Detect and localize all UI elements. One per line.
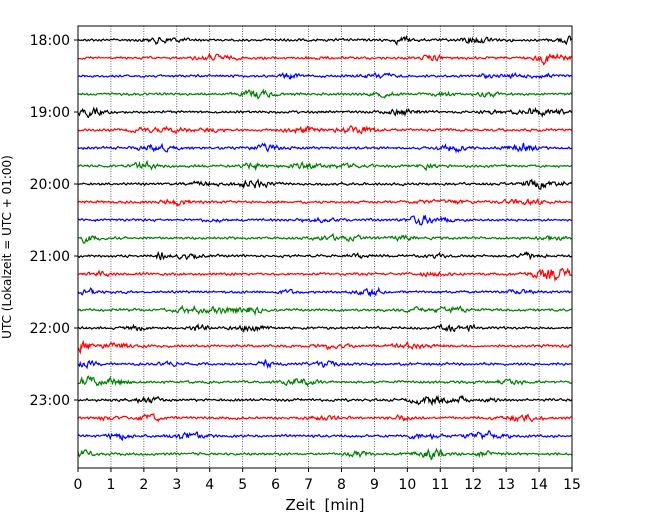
x-tick-label: 14 [530, 477, 548, 493]
trace-1915 [77, 124, 572, 135]
x-tick-label: 1 [106, 477, 115, 493]
x-tick-label: 2 [139, 477, 148, 493]
trace-2115 [77, 267, 572, 283]
x-tick-label: 9 [370, 477, 379, 493]
plot-area [78, 26, 572, 468]
trace-2215 [77, 339, 572, 355]
trace-2200 [77, 322, 572, 334]
trace-2300 [77, 394, 573, 407]
y-axis: 18:00 19:00 20:00 21:00 22:00 23:00 [30, 33, 78, 409]
x-tick-label: 13 [497, 477, 515, 493]
trace-2030 [77, 214, 572, 226]
x-grid [110, 26, 540, 468]
y-tick-label: 19:00 [30, 105, 70, 121]
x-tick-label: 6 [271, 477, 280, 493]
x-tick-label: 15 [563, 477, 581, 493]
plot-frame [77, 25, 573, 469]
x-tick-label: 4 [205, 477, 214, 493]
x-tick-label: 12 [464, 477, 482, 493]
x-tick-label: 3 [172, 477, 181, 493]
x-tick-label: 10 [398, 477, 416, 493]
x-tick-label: 8 [337, 477, 346, 493]
trace-1945 [77, 159, 572, 172]
trace-1800 [77, 34, 573, 46]
trace-1815 [77, 52, 572, 66]
trace-2345 [77, 447, 572, 461]
trace-2330 [77, 429, 572, 442]
x-tick-label: 11 [431, 477, 449, 493]
trace-1830 [77, 71, 572, 80]
y-tick-label: 23:00 [30, 393, 70, 409]
trace-2100 [77, 250, 572, 261]
trace-2130 [77, 286, 572, 298]
x-axis-label: Zeit [min] [285, 496, 364, 514]
trace-2015 [77, 197, 572, 208]
traces [77, 34, 573, 461]
trace-1930 [77, 142, 572, 154]
trace-2230 [77, 359, 572, 370]
x-axis: 0 1 2 3 4 5 6 7 8 9 10 11 12 13 14 15 [74, 468, 581, 493]
trace-1845 [77, 88, 573, 100]
trace-2245 [77, 375, 572, 388]
x-tick-label: 5 [238, 477, 247, 493]
y-axis-label: UTC (Lokalzeit = UTC + 01:00) [0, 155, 14, 339]
trace-2000 [77, 178, 573, 190]
trace-2045 [77, 232, 572, 245]
y-tick-label: 22:00 [30, 321, 70, 337]
trace-2315 [77, 413, 572, 423]
x-tick-label: 7 [304, 477, 313, 493]
y-tick-label: 18:00 [30, 33, 70, 49]
x-tick-label: 0 [74, 477, 83, 493]
y-tick-label: 21:00 [30, 249, 70, 265]
y-tick-label: 20:00 [30, 177, 70, 193]
trace-2145 [77, 304, 572, 317]
trace-1900 [77, 106, 573, 119]
